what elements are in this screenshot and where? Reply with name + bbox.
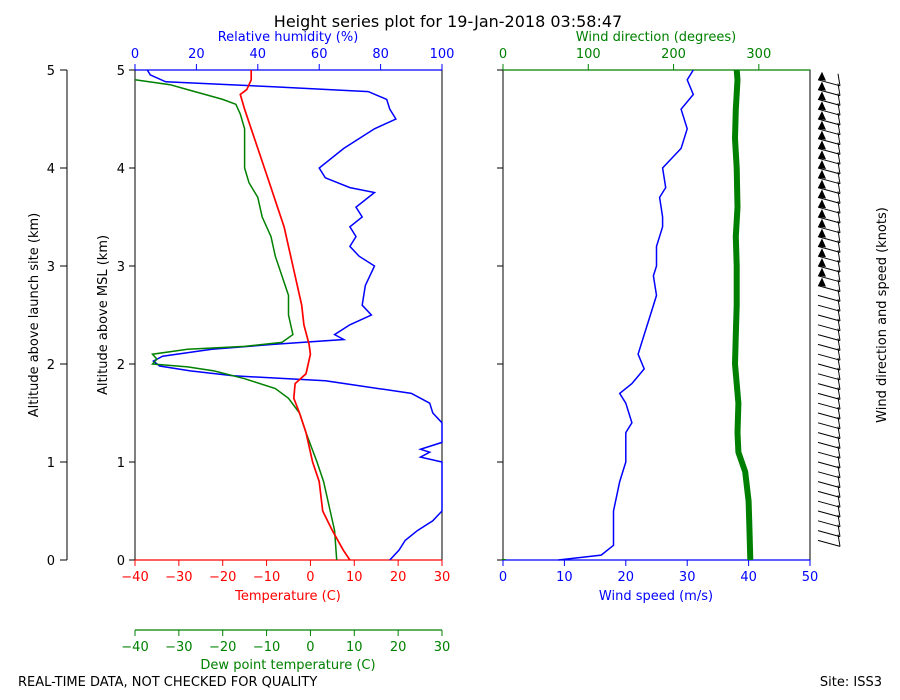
temperature-tick-label: −30 xyxy=(165,570,192,585)
wind-barb-flag xyxy=(818,101,826,111)
outer-altitude-tick-label: 3 xyxy=(47,260,55,275)
temperature-tick-label: −10 xyxy=(253,570,280,585)
inner-altitude-tick-label: 5 xyxy=(117,64,125,79)
windspeed-tick-label: 0 xyxy=(499,570,507,585)
wind-barb-flag xyxy=(818,169,826,179)
temperature-ticks: −40 −30 −20 −10 0 10 20 30 xyxy=(121,560,450,585)
outer-altitude-tick-label: 1 xyxy=(47,456,55,471)
wind-barb-flag xyxy=(818,91,826,101)
winddir-axis-label: Wind direction (degrees) xyxy=(576,30,736,45)
winddir-tick-label: 0 xyxy=(499,47,507,62)
inner-altitude-tick-label: 3 xyxy=(117,260,125,275)
windspeed-tick-label: 40 xyxy=(740,570,757,585)
winddir-tick-label: 100 xyxy=(576,47,601,62)
wind-barb-flag xyxy=(818,111,826,120)
wind-altitude-ticks xyxy=(497,69,503,561)
wind-barb-flag xyxy=(818,160,826,169)
dewpoint-tick-label: −10 xyxy=(253,640,280,655)
wind-barb-flag xyxy=(818,150,826,160)
figure-title: Height series plot for 19-Jan-2018 03:58… xyxy=(274,12,622,31)
barbs-axis-label: Wind direction and speed (knots) xyxy=(875,207,890,423)
wind-barb-flag xyxy=(818,140,826,150)
humidity-axis-label: Relative humidity (%) xyxy=(218,30,359,45)
wind-speed-line xyxy=(558,69,695,561)
inner-altitude-tick-label: 1 xyxy=(117,456,125,471)
temperature-tick-label: −20 xyxy=(209,570,236,585)
wind-barb-flag xyxy=(818,199,826,209)
winddir-tick-label: 200 xyxy=(661,47,686,62)
wind-barb-flag xyxy=(818,228,826,238)
wind-panel: 0 100 200 300 Wind direction (degrees) 0 10 2… xyxy=(497,30,890,604)
dewpoint-tick-label: 0 xyxy=(306,640,314,655)
humidity-ticks: 0 20 40 60 80 100 xyxy=(131,47,455,70)
windspeed-tick-label: 30 xyxy=(679,570,696,585)
wind-barb-flag xyxy=(818,218,826,228)
wind-plot-frame xyxy=(502,69,811,561)
temperature-tick-label: −40 xyxy=(121,570,148,585)
wind-barb-flag xyxy=(818,189,826,199)
dewpoint-tick-label: 10 xyxy=(346,640,363,655)
wind-barb xyxy=(817,71,841,87)
humidity-tick-label: 80 xyxy=(372,47,389,62)
wind-barb-flag xyxy=(818,130,826,140)
windspeed-tick-label: 20 xyxy=(618,570,635,585)
wind-barb-flag xyxy=(818,267,826,277)
humidity-line xyxy=(146,69,443,561)
dewpoint-ticks: −40 −30 −20 −10 0 10 20 30 xyxy=(121,630,450,655)
humidity-tick-label: 100 xyxy=(430,47,455,62)
humidity-tick-label: 0 xyxy=(131,47,139,62)
inner-altitude-tick-label: 4 xyxy=(117,162,125,177)
wind-barb-flag xyxy=(818,81,826,91)
wind-barb-flag xyxy=(818,209,826,218)
wind-barb-flag xyxy=(818,258,826,267)
outer-altitude-tick-label: 4 xyxy=(47,162,55,177)
wind-barb-flag xyxy=(818,71,826,81)
winddir-ticks: 0 100 200 300 xyxy=(499,47,771,70)
outer-altitude-tick-label: 0 xyxy=(47,554,55,569)
dewpoint-tick-label: −20 xyxy=(209,640,236,655)
inner-altitude-tick-label: 0 xyxy=(117,554,125,569)
winddir-tick-label: 300 xyxy=(746,47,771,62)
thermo-series-group xyxy=(134,69,443,561)
wind-direction-line xyxy=(732,69,754,561)
outer-altitude-tick-label: 2 xyxy=(47,358,55,373)
dewpoint-tick-label: −40 xyxy=(121,640,148,655)
humidity-tick-label: 40 xyxy=(250,47,267,62)
dewpoint-tick-label: −30 xyxy=(165,640,192,655)
temperature-tick-label: 0 xyxy=(306,570,314,585)
dewpoint-tick-label: 30 xyxy=(434,640,451,655)
temperature-line xyxy=(239,70,351,561)
dewpoint-tick-label: 20 xyxy=(390,640,407,655)
humidity-tick-label: 60 xyxy=(311,47,328,62)
outer-altitude-ticks: 0 1 2 3 4 5 xyxy=(47,64,67,569)
dewpoint-line xyxy=(134,79,338,561)
inner-altitude-ticks: 0 1 2 3 4 5 xyxy=(117,64,135,569)
wind-barb-flag xyxy=(818,120,826,130)
dewpoint-axis-label: Dew point temperature (C) xyxy=(200,658,375,673)
inner-altitude-tick-label: 2 xyxy=(117,358,125,373)
temperature-tick-label: 30 xyxy=(434,570,451,585)
thermo-panel: 0 1 2 3 4 5 Altitude above launch site (km) 0… xyxy=(27,30,454,673)
windspeed-tick-label: 10 xyxy=(556,570,573,585)
footer-quality-note: REAL-TIME DATA, NOT CHECKED FOR QUALITY xyxy=(18,675,317,690)
inner-altitude-axis-label: Altitude above MSL (km) xyxy=(96,235,111,395)
temperature-tick-label: 20 xyxy=(390,570,407,585)
wind-barbs xyxy=(817,71,841,547)
wind-barb xyxy=(817,277,841,293)
windspeed-ticks: 0 10 20 30 40 50 xyxy=(499,560,818,585)
footer-site: Site: ISS3 xyxy=(820,675,882,690)
temperature-axis-label: Temperature (C) xyxy=(234,589,341,604)
windspeed-tick-label: 50 xyxy=(802,570,819,585)
windspeed-axis-label: Wind speed (m/s) xyxy=(599,589,713,604)
temperature-tick-label: 10 xyxy=(346,570,363,585)
wind-barb-flag xyxy=(818,238,826,248)
outer-altitude-axis-label: Altitude above launch site (km) xyxy=(27,213,42,417)
wind-barb-flag xyxy=(818,248,826,258)
wind-barb-flag xyxy=(818,179,826,189)
outer-altitude-tick-label: 5 xyxy=(47,64,55,79)
humidity-tick-label: 20 xyxy=(188,47,205,62)
wind-barb-flag xyxy=(818,277,826,287)
